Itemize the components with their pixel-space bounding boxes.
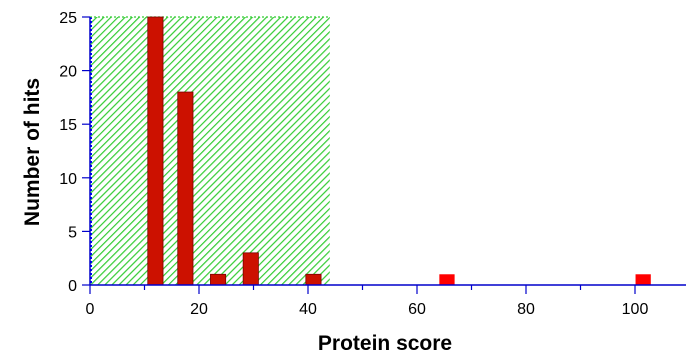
y-tick-label-15: 15 [59,117,77,134]
x-tick-label-40: 40 [299,301,317,318]
y-tick-label-20: 20 [59,64,77,81]
x-tick-label-80: 80 [517,301,535,318]
y-tick-label-0: 0 [68,278,77,295]
histogram-bar-1 [147,16,164,286]
y-tick-label-25: 25 [59,10,77,27]
histogram-bar-3 [210,273,227,286]
histogram-bar-5 [305,273,322,286]
y-tick-label-5: 5 [68,224,77,241]
x-tick-label-0: 0 [86,301,95,318]
histogram-bar-2 [177,91,194,286]
x-tick-label-100: 100 [622,301,649,318]
x-tick-label-60: 60 [408,301,426,318]
histogram-bar-6 [439,274,455,285]
histogram-bar-7 [635,274,651,285]
x-axis-title: Protein score [318,332,452,354]
threshold-region [90,17,330,285]
histogram-bar-4 [242,252,259,286]
y-axis-title: Number of hits [21,78,44,226]
x-tick-label-20: 20 [190,301,208,318]
y-tick-label-10: 10 [59,171,77,188]
